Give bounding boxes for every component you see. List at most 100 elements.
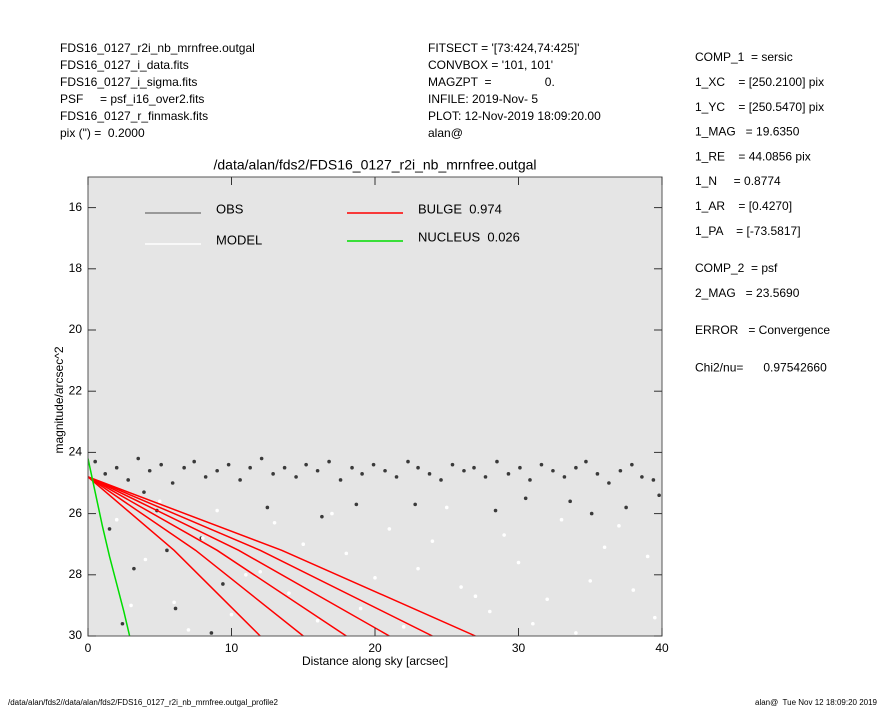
data-point: [226, 462, 231, 467]
parameter-line: 1_MAG = 19.6350: [695, 125, 800, 139]
data-point: [301, 542, 306, 546]
data-point: [584, 459, 588, 464]
data-point: [244, 573, 248, 577]
data-point: [371, 462, 376, 467]
y-tick-label: 18: [69, 261, 83, 275]
data-point: [483, 475, 488, 479]
data-point: [387, 527, 392, 531]
legend-label: OBS: [216, 201, 244, 216]
data-point: [170, 481, 175, 485]
data-point: [657, 493, 661, 498]
data-point: [495, 459, 499, 464]
data-point: [215, 508, 219, 513]
data-point: [136, 456, 141, 461]
data-point: [129, 603, 133, 608]
parameter-line: 1_PA = [-73.5817]: [695, 224, 801, 238]
data-point: [406, 459, 410, 464]
data-point: [259, 456, 264, 461]
x-tick-label: 20: [368, 641, 382, 655]
data-point: [528, 478, 532, 482]
data-point: [186, 628, 191, 632]
data-point: [653, 615, 657, 620]
data-point: [502, 533, 506, 537]
data-point: [488, 609, 492, 614]
data-point: [444, 505, 449, 510]
data-point: [518, 465, 522, 470]
data-point: [282, 465, 287, 470]
data-point: [132, 566, 136, 571]
header-left-line: FDS16_0127_i_sigma.fits: [60, 75, 197, 89]
y-tick-label: 20: [69, 322, 83, 336]
data-point: [394, 475, 399, 479]
chart-title: /data/alan/fds2/FDS16_0127_r2i_nb_mrnfre…: [214, 157, 537, 173]
data-point: [238, 478, 242, 482]
data-point: [630, 462, 634, 467]
data-point: [617, 524, 621, 528]
data-point: [602, 545, 607, 550]
profile-curve: [88, 476, 347, 636]
data-point: [360, 472, 364, 476]
data-point: [493, 508, 498, 513]
data-point: [93, 459, 97, 464]
header-left-line: FDS16_0127_i_data.fits: [60, 58, 189, 72]
parameter-line: 1_YC = [250.5470] pix: [695, 100, 824, 114]
data-point: [272, 520, 277, 525]
y-tick-label: 16: [69, 200, 83, 214]
y-tick-label: 26: [69, 506, 83, 520]
data-point: [618, 468, 623, 473]
data-point: [120, 621, 125, 626]
legend-label: NUCLEUS 0.026: [418, 229, 520, 244]
parameter-line: 1_N = 0.8774: [695, 174, 781, 188]
data-point: [142, 490, 146, 494]
data-point: [287, 591, 291, 595]
data-point: [315, 468, 320, 473]
data-point: [416, 566, 420, 571]
data-point: [430, 539, 435, 543]
data-point: [203, 475, 208, 479]
data-point: [358, 606, 363, 611]
data-point: [631, 588, 636, 592]
parameter-line: ERROR = Convergence: [695, 323, 830, 337]
plot-content: [88, 456, 661, 636]
data-point: [350, 465, 354, 470]
data-point: [294, 475, 298, 479]
data-point: [574, 465, 578, 470]
data-point: [373, 576, 377, 580]
data-point: [271, 472, 275, 476]
data-point: [427, 472, 432, 476]
parameter-line: 2_MAG = 23.5690: [695, 286, 800, 300]
y-tick-label: 30: [69, 628, 83, 642]
data-point: [645, 554, 650, 559]
data-point: [258, 569, 263, 574]
y-tick-label: 24: [69, 445, 83, 459]
data-point: [459, 585, 463, 589]
data-point: [450, 462, 455, 467]
data-point: [462, 468, 466, 473]
profile-curve: [88, 476, 433, 636]
data-point: [473, 594, 478, 599]
data-point: [103, 472, 108, 476]
header-left-line: FDS16_0127_r2i_nb_mrnfree.outgal: [60, 41, 255, 55]
profile-curve: [88, 458, 131, 636]
data-point: [165, 548, 169, 553]
data-point: [126, 478, 130, 482]
x-tick-label: 0: [85, 641, 92, 655]
data-point: [172, 600, 176, 605]
parameter-line: COMP_2 = psf: [695, 261, 778, 275]
data-point: [344, 551, 349, 556]
data-point: [595, 472, 600, 476]
data-point: [157, 499, 162, 504]
data-point: [523, 496, 528, 501]
parameter-line: 1_RE = 44.0856 pix: [695, 149, 811, 163]
data-point: [506, 472, 511, 476]
profile-curve: [88, 476, 390, 636]
data-point: [248, 465, 252, 470]
data-point: [201, 536, 205, 540]
parameter-line: COMP_1 = sersic: [695, 50, 793, 64]
data-point: [588, 579, 593, 583]
x-tick-label: 10: [225, 641, 239, 655]
header-middle-line: PLOT: 12-Nov-2019 18:09:20.00: [428, 109, 601, 123]
legend-label: BULGE 0.974: [418, 201, 502, 216]
x-tick-label: 30: [512, 641, 526, 655]
